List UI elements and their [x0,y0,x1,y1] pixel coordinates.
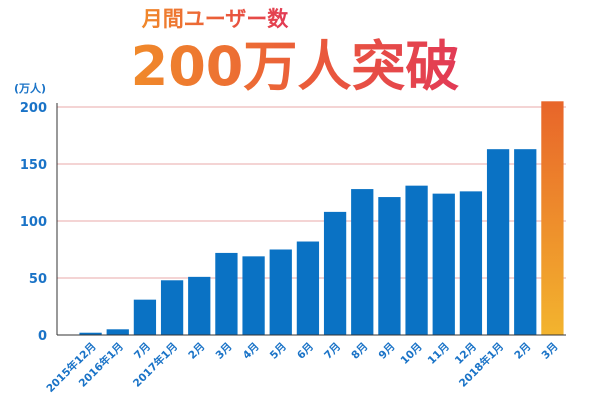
x-tick-label: 4月 [241,341,262,362]
bar-7月 [323,211,347,335]
bar-2015年12月 [79,332,102,335]
y-unit-label: (万人) [14,81,46,95]
bar-8月 [351,189,374,335]
bar-4月 [242,256,265,335]
chart-title-area: 月間ユーザー数 200万人突破 [131,7,460,98]
bar-9月 [378,197,401,335]
y-tick-labels: 0 50 100 150 200 [20,101,47,344]
bar-12月 [459,191,483,335]
x-tick-label: 2月 [186,341,207,362]
y-tick-label: 150 [20,158,47,173]
x-tick-label: 7月 [132,341,153,362]
x-tick-label: 3月 [213,341,234,362]
bar-6月 [296,241,320,335]
x-tick-label: 9月 [376,341,397,362]
bar-10月 [405,185,428,335]
bar-2017年1月 [160,280,184,335]
bar-11月 [432,193,455,335]
bar-7月 [133,299,157,335]
bar-5月 [269,249,292,335]
chart-headline: 200万人突破 [131,35,460,98]
bar-3月 [215,252,238,335]
x-tick-label: 11月 [426,341,452,367]
y-tick-label: 200 [20,101,47,116]
y-tick-label: 100 [20,215,47,230]
x-tick-label: 3月 [539,341,560,362]
x-tick-label: 6月 [295,341,316,362]
x-tick-label: 5月 [268,341,289,362]
x-tick-label: 7月 [322,341,343,362]
x-tick-label: 10月 [398,341,424,367]
bars [79,101,564,335]
chart-subtitle: 月間ユーザー数 [141,7,290,31]
x-tick-label: 8月 [349,341,370,362]
y-tick-label: 50 [29,272,47,287]
bar-3月 [541,101,564,335]
bar-2月 [514,149,537,335]
y-tick-label: 0 [38,329,47,344]
x-tick-label: 2月 [512,341,533,362]
bar-2月 [188,276,211,335]
bar-2018年1月 [486,149,510,335]
bar-2016年1月 [106,329,129,335]
